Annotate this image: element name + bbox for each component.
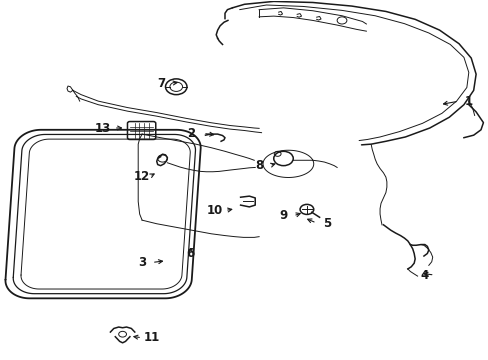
Text: 7: 7: [157, 77, 165, 90]
Text: 5: 5: [323, 216, 331, 230]
Text: 13: 13: [95, 122, 111, 135]
Text: 1: 1: [464, 95, 472, 108]
Text: 2: 2: [186, 127, 195, 140]
Text: 12: 12: [134, 170, 150, 183]
Text: 10: 10: [207, 204, 223, 217]
Text: 8: 8: [254, 159, 263, 172]
Text: 6: 6: [186, 247, 195, 260]
Text: 11: 11: [143, 331, 160, 344]
Text: 4: 4: [420, 269, 428, 282]
Text: 9: 9: [279, 210, 287, 222]
Text: 3: 3: [138, 256, 146, 269]
